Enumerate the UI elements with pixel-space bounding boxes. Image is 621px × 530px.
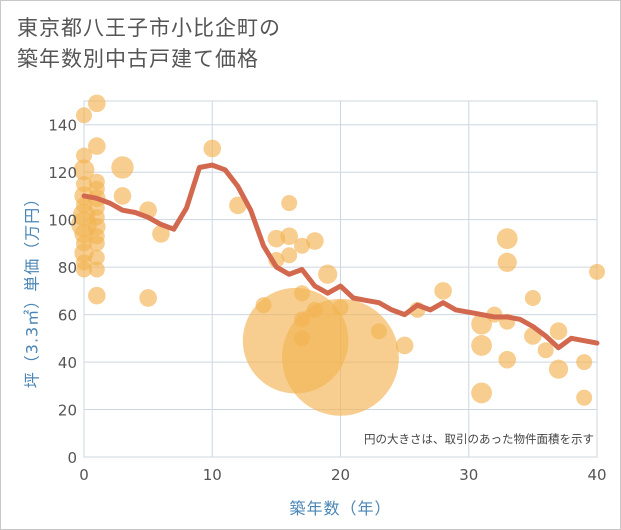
bubble-point (281, 247, 298, 264)
y-tick-label-4: 80 (58, 259, 77, 277)
bubble-point (434, 282, 452, 300)
bubble-point (294, 285, 311, 302)
chart-title: 東京都八王子市小比企町の 築年数別中古戸建て価格 (17, 13, 281, 75)
bubble-point (370, 323, 387, 340)
y-tick-labels: 0 20 40 60 80 100 120 140 (48, 117, 77, 467)
bubble-point (537, 342, 554, 359)
bubble-point (471, 335, 492, 356)
bubble-point (88, 286, 106, 305)
x-tick-label-0: 0 (79, 466, 89, 484)
y-tick-label-0: 0 (67, 449, 77, 467)
x-tick-label-2: 20 (331, 466, 350, 484)
x-tick-label-4: 40 (587, 466, 606, 484)
bubble-point (229, 196, 247, 215)
y-tick-label-6: 120 (48, 164, 77, 182)
bubble-point (88, 137, 106, 155)
x-tick-labels: 0 10 20 30 40 (79, 466, 606, 484)
bubble-series (71, 94, 605, 416)
bubble-point (76, 147, 92, 164)
chart-title-line-2: 築年数別中古戸建て価格 (17, 47, 259, 71)
bubble-point (88, 261, 105, 278)
bubble-point (497, 252, 517, 272)
bubble-point (280, 227, 299, 246)
bubble-point (332, 299, 349, 316)
bubble-point (548, 359, 569, 379)
bubble-point (113, 187, 132, 205)
y-axis-label: 坪（3.3㎡）単価（万円） (23, 190, 42, 388)
bubble-point (73, 159, 95, 181)
bubble-point (282, 298, 399, 416)
bubble-point (76, 107, 92, 124)
bubble-point (203, 139, 222, 158)
bubble-point (294, 237, 311, 254)
y-tick-label-1: 20 (58, 402, 77, 420)
bubble-point (589, 263, 605, 280)
bubble-point (496, 228, 518, 250)
x-tick-label-1: 10 (203, 466, 222, 484)
chart-title-line-1: 東京都八王子市小比企町の (17, 16, 281, 40)
bubble-point (88, 249, 105, 266)
bubble-point (76, 261, 92, 278)
bubble-point (471, 382, 492, 404)
bubble-point (471, 313, 492, 335)
bubble-point (318, 264, 338, 284)
bubble-point (306, 232, 324, 250)
y-tick-label-3: 60 (58, 307, 77, 325)
y-tick-label-2: 40 (58, 354, 77, 372)
bubble-point (88, 235, 105, 252)
bubble-point (576, 354, 593, 371)
bubble-point (524, 289, 541, 306)
bubble-point (498, 350, 517, 369)
y-tick-label-5: 100 (48, 212, 77, 230)
bubble-point (111, 156, 134, 179)
bubble-point (139, 289, 157, 307)
bubble-point (549, 322, 568, 341)
average-price-line (81, 162, 600, 351)
bubble-point (281, 195, 298, 212)
y-tick-label-7: 140 (48, 117, 77, 135)
size-annotation: 円の大きさは、取引のあった物件面積を示す (364, 432, 594, 446)
bubble-point (576, 389, 593, 406)
x-tick-label-3: 30 (459, 466, 478, 484)
bubble-point (152, 225, 170, 243)
bubble-point (88, 94, 106, 113)
x-axis-label: 築年数（年） (289, 499, 391, 518)
bubble-point (395, 336, 414, 355)
